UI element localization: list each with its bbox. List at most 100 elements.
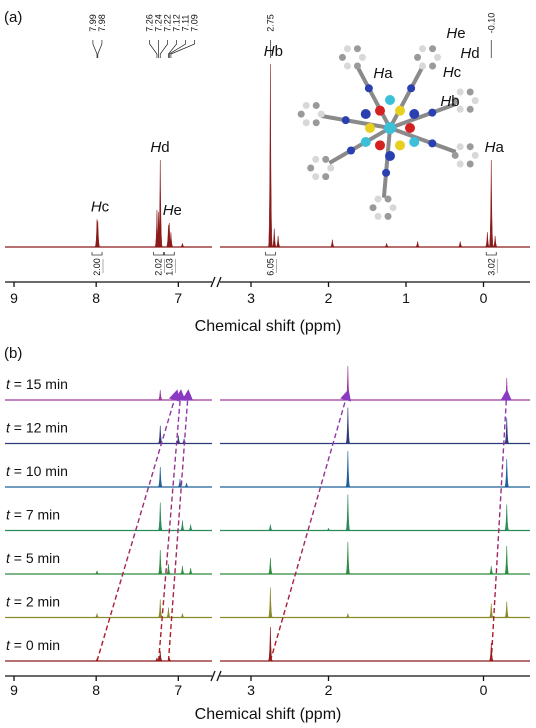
peak	[346, 542, 350, 574]
x-tick-label: 7	[174, 290, 182, 306]
peak-label-connector	[93, 40, 97, 58]
trace-label: t = 15 min	[6, 376, 68, 392]
panel-label: (a)	[4, 9, 22, 26]
peak	[346, 451, 350, 487]
trace-label: t = 12 min	[6, 420, 68, 436]
x-axis-title: Chemical shift (ppm)	[195, 706, 342, 723]
figure: (a)7.997.987.267.247.227.127.117.092.75-…	[0, 0, 536, 728]
trace-label: t = 5 min	[6, 550, 60, 566]
peak	[415, 241, 419, 247]
panel-label: (b)	[4, 345, 22, 362]
x-tick-label: 0	[480, 290, 488, 306]
integral-label: 3.02	[486, 258, 496, 276]
molecule-atom	[428, 139, 436, 147]
molecule-atom	[322, 173, 329, 180]
molecule-atom	[419, 63, 426, 70]
molecule-atom	[307, 165, 314, 172]
molecule-atom	[375, 213, 382, 220]
peak	[158, 426, 162, 444]
peak	[268, 588, 272, 618]
peak	[180, 521, 184, 531]
trace-label: t = 2 min	[6, 594, 60, 610]
molecule-atom	[322, 156, 329, 163]
shift-arrow	[270, 392, 348, 661]
trace-label: t = 7 min	[6, 507, 60, 523]
molecule-atom	[429, 45, 436, 52]
molecule-atom	[467, 161, 474, 168]
molecule-atom	[385, 151, 395, 161]
integral-bracket	[265, 252, 275, 255]
peak	[158, 503, 162, 531]
x-tick-label: 7	[174, 682, 182, 698]
peak	[485, 232, 489, 247]
peak	[346, 495, 350, 531]
x-tick-label: 3	[247, 682, 255, 698]
peak	[505, 505, 509, 531]
x-tick-label: 1	[402, 290, 410, 306]
molecule-atom	[395, 140, 405, 150]
peak	[188, 568, 192, 574]
peak	[166, 608, 170, 618]
molecule-atom	[361, 109, 371, 119]
structure-label: Ha	[373, 65, 393, 82]
shift-arrow	[159, 392, 181, 661]
integral-bracket	[486, 252, 496, 255]
molecule-atom	[385, 213, 392, 220]
peak-label-connector	[98, 40, 102, 58]
molecule-atom	[354, 63, 361, 70]
peak	[95, 571, 99, 574]
integral-label: 2.02	[154, 258, 164, 276]
peak	[268, 558, 272, 574]
molecule-atom	[472, 97, 479, 104]
peak	[489, 604, 493, 618]
x-tick-label: 9	[10, 290, 18, 306]
integral-bracket	[164, 252, 174, 255]
peak-ppm-label: 7.09	[190, 14, 200, 32]
molecule-atom	[359, 54, 366, 61]
integral-label: 6.05	[265, 258, 275, 276]
trace-label: t = 10 min	[6, 463, 68, 479]
molecule-atom	[303, 119, 310, 126]
molecule-atom	[467, 88, 474, 95]
molecule-atom	[354, 45, 361, 52]
peak	[188, 525, 192, 531]
molecule-bond	[321, 116, 390, 128]
molecule-atom	[361, 137, 371, 147]
x-tick-label: 9	[10, 682, 18, 698]
molecule-atom	[347, 147, 355, 155]
peak	[276, 236, 280, 247]
peak	[180, 566, 184, 574]
x-tick-label: 8	[92, 682, 100, 698]
molecule-atom	[375, 106, 385, 116]
molecule-atom	[414, 54, 421, 61]
peak	[489, 160, 493, 247]
peak	[346, 408, 350, 444]
molecule-atom	[365, 123, 375, 133]
structure-label: He	[446, 25, 465, 42]
integral-bracket	[92, 252, 102, 255]
molecule-atom	[409, 109, 419, 119]
peak-ppm-label: 2.75	[265, 14, 275, 32]
molecule-atom	[298, 111, 305, 118]
peak-ppm-label: -0.10	[486, 13, 496, 34]
molecule-atom	[312, 173, 319, 180]
molecule-atom	[457, 143, 464, 150]
shift-arrow	[97, 392, 177, 661]
molecule-atom	[429, 63, 436, 70]
peak	[268, 627, 272, 661]
peak	[330, 240, 334, 247]
molecule-atom	[428, 109, 436, 117]
molecule-atom	[395, 106, 405, 116]
peak	[166, 564, 170, 574]
molecule-atom	[382, 169, 390, 177]
shift-arrow	[491, 392, 507, 661]
peak-assignment: He	[163, 202, 182, 219]
peak-assignment: Hb	[264, 43, 283, 60]
molecule-atom	[313, 119, 320, 126]
molecule-atom	[313, 102, 320, 109]
peak	[505, 602, 509, 618]
peak-label-connector	[171, 40, 195, 58]
molecule-atom	[452, 152, 459, 159]
peak-assignment: Ha	[485, 139, 505, 156]
peak	[458, 241, 462, 247]
